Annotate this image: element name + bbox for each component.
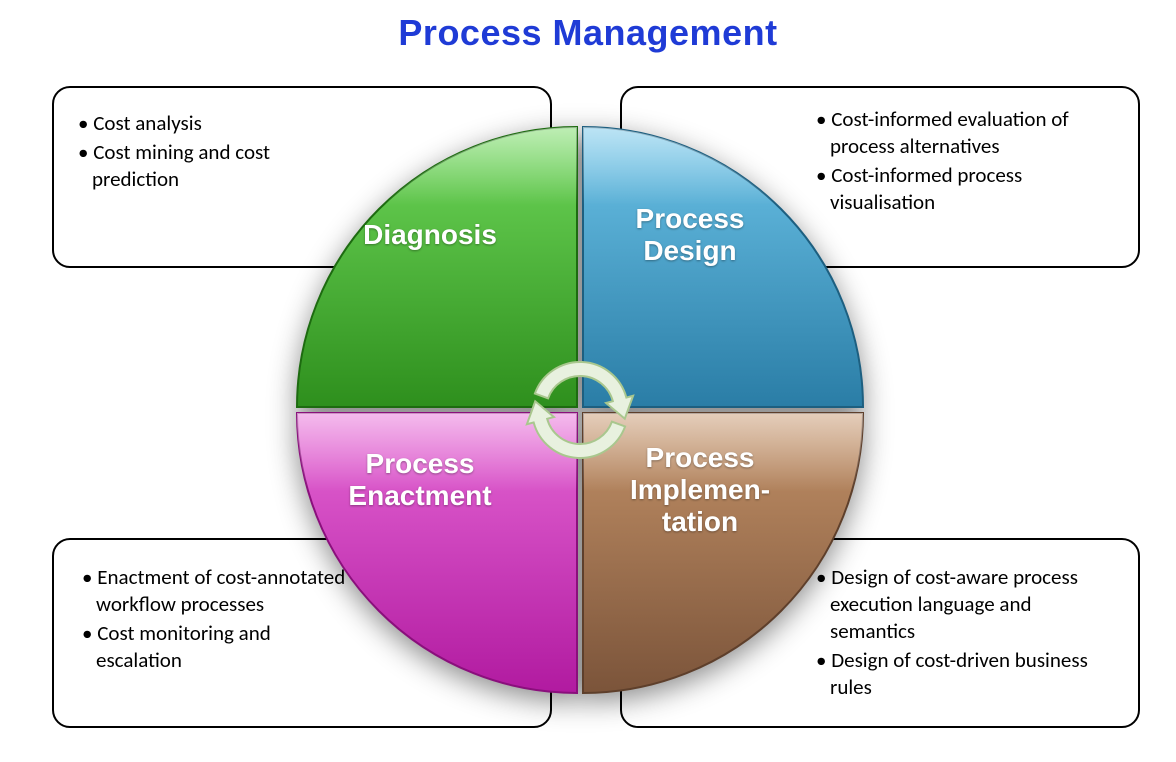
quad-label-diagnosis: Diagnosis — [320, 219, 540, 251]
quad-label-process-implementation: Process Implemen- tation — [590, 442, 810, 539]
quad-label-line: Implemen- — [590, 474, 810, 506]
diagram-stage: Process Management Cost analysis Cost mi… — [0, 0, 1176, 762]
page-title: Process Management — [0, 12, 1176, 54]
pie-quadrant-diagnosis — [297, 127, 577, 407]
quad-label-process-enactment: Process Enactment — [310, 448, 530, 512]
quad-label-line: Design — [580, 235, 800, 267]
quad-label-line: Enactment — [310, 480, 530, 512]
quad-label-process-design: Process Design — [580, 203, 800, 267]
quad-label-line: Process — [590, 442, 810, 474]
quad-label-line: Diagnosis — [320, 219, 540, 251]
quadrant-pie — [280, 110, 880, 710]
quad-label-line: tation — [590, 506, 810, 538]
quad-label-line: Process — [580, 203, 800, 235]
quad-label-line: Process — [310, 448, 530, 480]
